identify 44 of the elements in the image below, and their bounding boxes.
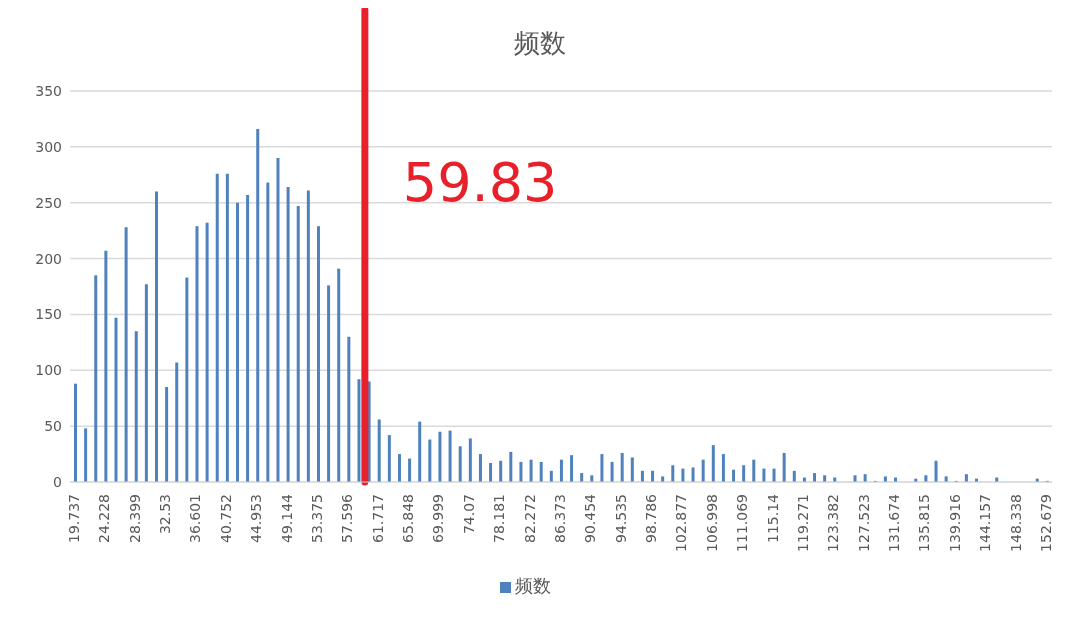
y-tick-label: 150 <box>35 306 62 323</box>
x-tick-label: 74.07 <box>460 494 477 535</box>
x-tick-label: 127.523 <box>855 494 872 552</box>
y-tick-label: 100 <box>35 362 62 379</box>
x-tick-label: 65.848 <box>400 494 417 543</box>
x-tick-label: 24.228 <box>96 494 113 543</box>
x-tick-label: 19.737 <box>66 494 82 543</box>
x-tick-label: 40.752 <box>217 494 234 543</box>
x-tick-label: 94.535 <box>612 494 629 543</box>
x-tick-label: 53.375 <box>308 494 325 543</box>
x-tick-label: 102.877 <box>673 494 690 552</box>
x-tick-label: 69.999 <box>430 494 447 543</box>
x-tick-label: 139.916 <box>946 493 963 552</box>
x-tick-label: 36.601 <box>187 494 204 543</box>
x-tick-label: 152.679 <box>1037 494 1054 552</box>
x-tick-label: 57.596 <box>339 493 356 543</box>
x-tick-label: 61.717 <box>369 494 386 543</box>
y-tick-label: 300 <box>35 138 62 155</box>
x-tick-label: 115.14 <box>764 493 781 543</box>
y-tick-label: 200 <box>35 250 62 267</box>
x-tick-label: 32.53 <box>157 494 174 535</box>
x-tick-label: 86.373 <box>551 494 568 543</box>
y-tick-label: 0 <box>53 473 62 490</box>
y-tick-label: 50 <box>44 418 62 435</box>
legend-label: 频数 <box>514 575 551 596</box>
annotation: 59.83 <box>402 151 558 214</box>
x-tick-label: 49.144 <box>278 493 295 543</box>
x-tick-label: 123.382 <box>825 494 842 552</box>
x-tick-label: 106.998 <box>703 494 720 552</box>
chart-title: 频数 <box>513 27 567 60</box>
x-tick-label: 119.271 <box>794 494 811 552</box>
x-tick-label: 144.157 <box>977 494 994 552</box>
x-tick-label: 90.454 <box>582 493 599 543</box>
x-tick-label: 148.338 <box>1007 494 1024 552</box>
x-tick-label: 98.786 <box>643 493 660 543</box>
x-tick-label: 28.399 <box>126 494 143 543</box>
x-tick-label: 135.815 <box>916 494 933 552</box>
x-tick-label: 82.272 <box>521 494 538 543</box>
x-tick-label: 111.069 <box>734 494 751 552</box>
x-tick-label: 78.181 <box>491 494 508 543</box>
y-tick-label: 250 <box>35 194 62 211</box>
x-tick-label: 131.674 <box>886 493 903 552</box>
x-tick-label: 44.953 <box>248 494 265 543</box>
y-tick-label: 350 <box>35 82 62 99</box>
